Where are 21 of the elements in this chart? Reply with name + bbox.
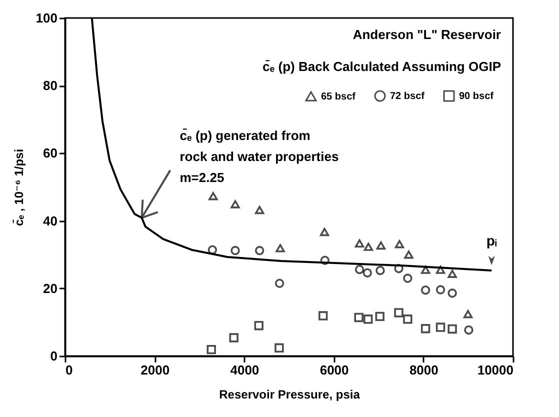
y-tick-label: 60 [43,146,58,161]
text: c̄ₑ (p) Back Calculated Assuming OGIP [262,59,502,74]
legend-label: 65 bscf [321,91,356,102]
y-tick-label: 40 [43,213,58,228]
x-axis-title: Reservoir Pressure, psia [219,388,360,402]
x-tick-label: 2000 [140,362,170,378]
y-axis-title: c̄ₑ , 10⁻⁶ 1/psi [12,148,26,226]
x-tick-label: 4000 [230,362,260,378]
annotation: pᵢ [486,232,497,248]
legend-label: 72 bscf [390,91,426,102]
y-tick-label: 20 [43,280,58,296]
legend-label: 90 bscf [459,91,494,102]
x-tick-label: 0 [66,362,73,378]
y-tick-label: 0 [50,348,58,364]
x-tick-label: 10000 [477,362,514,378]
x-tick-label: 8000 [409,362,438,378]
text: Anderson "L" Reservoir [352,27,501,42]
y-tick-label: 100 [36,10,58,26]
y-tick-label: 80 [43,78,58,94]
annotation: c̄ₑ (p) generated from rock and water properties m=2.25 [180,128,339,185]
x-tick-label: 6000 [320,362,349,378]
